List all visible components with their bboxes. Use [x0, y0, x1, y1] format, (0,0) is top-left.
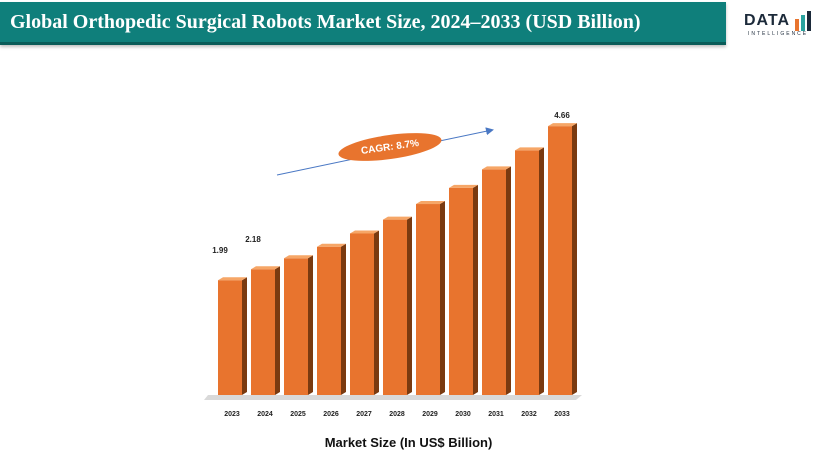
bar-top: [218, 277, 247, 281]
bar-side: [539, 147, 544, 395]
bar: [383, 216, 412, 395]
bar-top: [449, 184, 478, 188]
bar-side: [506, 166, 511, 395]
bar-front: [548, 126, 572, 396]
x-tick-label: 2023: [224, 411, 240, 418]
bar-top: [383, 216, 412, 220]
bar: [350, 230, 379, 395]
bar-front: [350, 233, 374, 395]
bar-front: [482, 169, 506, 395]
bar-front: [515, 150, 539, 395]
x-tick-label: 2030: [455, 411, 471, 418]
bar-top: [416, 201, 445, 205]
bar-front: [416, 204, 440, 395]
bar-side: [308, 255, 313, 395]
bar-front: [284, 258, 308, 395]
bar-side: [440, 201, 445, 395]
logo-text: DATA: [744, 12, 791, 29]
cagr-badge: [338, 133, 442, 161]
bar-top: [251, 266, 280, 270]
title-bar: Global Orthopedic Surgical Robots Market…: [0, 2, 726, 45]
brand-logo: DATA INTELLIGENCE: [738, 6, 814, 40]
bar-top: [515, 147, 544, 151]
bar: [449, 184, 478, 395]
bar: [548, 123, 577, 396]
bar-side: [341, 243, 346, 395]
bar: [218, 277, 247, 395]
bar-chart: 2023 2024 2025 2026 2027 2028 2029 2030 2031 2032…: [204, 111, 582, 418]
x-tick-label: 2032: [521, 411, 537, 418]
bar-front: [449, 187, 473, 395]
x-tick-label: 2027: [356, 411, 372, 418]
bar-top: [482, 166, 511, 170]
bar-top: [350, 230, 379, 234]
x-tick-label: 2025: [290, 411, 306, 418]
x-tick-label: 2031: [488, 411, 504, 418]
x-tick-label: 2028: [389, 411, 405, 418]
bar: [284, 255, 313, 395]
chart-floor-plane: [204, 395, 582, 400]
data-label: 4.66: [554, 111, 570, 120]
x-tick-label: 2029: [422, 411, 438, 418]
bar: [251, 266, 280, 395]
bar-side: [407, 216, 412, 395]
x-tick-label: 2024: [257, 411, 273, 418]
labels-group: 2023 2024 2025 2026 2027 2028 2029 2030 2031 2032…: [212, 111, 570, 418]
header: Global Orthopedic Surgical Robots Market…: [0, 0, 817, 46]
bar-top: [548, 123, 577, 127]
bar-top: [317, 243, 346, 247]
data-label: 2.18: [245, 235, 261, 244]
bar-side: [572, 123, 577, 396]
x-tick-label: 2026: [323, 411, 339, 418]
bar-front: [251, 269, 275, 395]
cagr-annotation: CAGR: 8.7%: [276, 127, 494, 176]
bar: [482, 166, 511, 395]
bar: [317, 243, 346, 395]
chart-floor: [204, 395, 582, 400]
bar-top: [284, 255, 313, 259]
data-label: 1.99: [212, 246, 228, 255]
x-tick-label: 2033: [554, 411, 570, 418]
bar-front: [383, 219, 407, 395]
bar-side: [374, 230, 379, 395]
bar: [416, 201, 445, 395]
bar-side: [275, 266, 280, 395]
bars-group: [218, 123, 577, 396]
bar-front: [218, 280, 242, 395]
logo-bars-icon: [795, 11, 811, 31]
bar-side: [473, 184, 478, 395]
bar-side: [242, 277, 247, 395]
logo-subtext: INTELLIGENCE: [748, 31, 809, 37]
x-axis-label: Market Size (In US$ Billion): [324, 435, 493, 450]
chart-title: Global Orthopedic Surgical Robots Market…: [10, 11, 641, 33]
bar: [515, 147, 544, 395]
bar-front: [317, 246, 341, 395]
